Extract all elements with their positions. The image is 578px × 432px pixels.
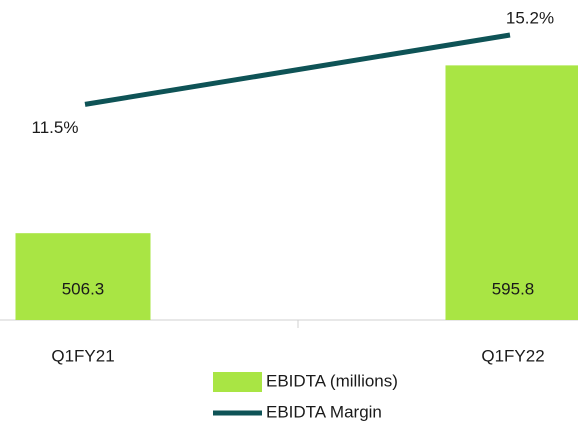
- bar: [445, 65, 578, 320]
- x-tick-label: Q1FY22: [481, 346, 544, 365]
- x-tick-label: Q1FY21: [51, 346, 114, 365]
- legend-label: EBIDTA Margin: [266, 402, 382, 421]
- legend-swatch: [213, 372, 262, 392]
- bar: [15, 233, 151, 320]
- legend-label: EBIDTA (millions): [266, 371, 398, 390]
- data-label: 15.2%: [506, 8, 554, 27]
- data-label: 506.3: [62, 279, 105, 298]
- data-label: 11.5%: [32, 118, 79, 137]
- line: [84, 32, 511, 107]
- data-label: 595.8: [492, 279, 535, 298]
